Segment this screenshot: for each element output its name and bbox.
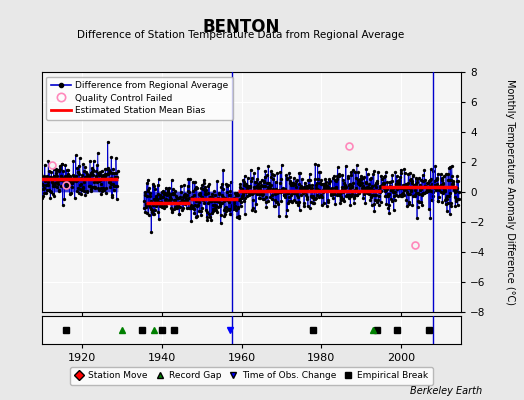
Text: Berkeley Earth: Berkeley Earth xyxy=(410,386,482,396)
Text: BENTON: BENTON xyxy=(202,18,280,36)
Text: Difference of Station Temperature Data from Regional Average: Difference of Station Temperature Data f… xyxy=(78,30,405,40)
Legend: Station Move, Record Gap, Time of Obs. Change, Empirical Break: Station Move, Record Gap, Time of Obs. C… xyxy=(70,367,433,385)
Y-axis label: Monthly Temperature Anomaly Difference (°C): Monthly Temperature Anomaly Difference (… xyxy=(505,79,515,305)
Legend: Difference from Regional Average, Quality Control Failed, Estimated Station Mean: Difference from Regional Average, Qualit… xyxy=(47,76,233,120)
